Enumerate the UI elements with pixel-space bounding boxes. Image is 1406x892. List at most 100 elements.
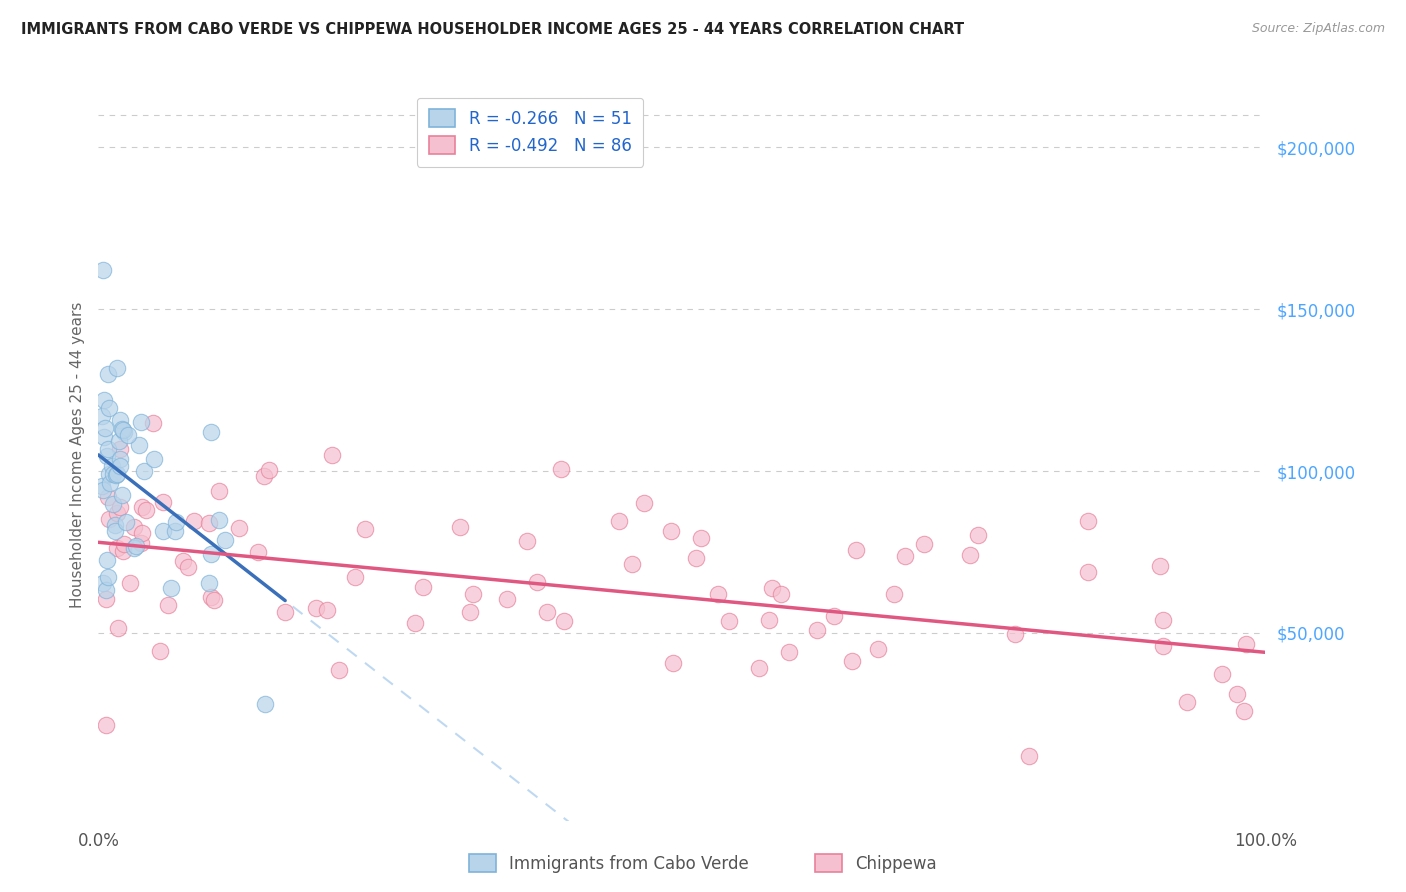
Point — [142, 416, 165, 430]
Point — [536, 605, 558, 619]
Point — [93, 430, 115, 444]
Point — [94, 592, 117, 607]
Point — [129, 416, 152, 430]
Point — [97, 367, 120, 381]
Point — [115, 516, 138, 530]
Point — [143, 452, 166, 467]
Point — [96, 449, 118, 463]
Point — [94, 421, 117, 435]
Point — [689, 531, 711, 545]
Point — [1152, 613, 1174, 627]
Point — [461, 587, 484, 601]
Text: Source: ZipAtlas.com: Source: ZipAtlas.com — [1251, 22, 1385, 36]
Point — [305, 600, 328, 615]
Point — [200, 425, 222, 439]
Point — [553, 615, 575, 629]
Point — [912, 537, 935, 551]
Point — [108, 442, 131, 456]
Point — [131, 500, 153, 514]
Point — [207, 513, 229, 527]
Point — [104, 524, 127, 538]
Point — [806, 623, 828, 637]
Point — [412, 580, 434, 594]
Point — [761, 581, 783, 595]
Point — [550, 462, 572, 476]
Point — [177, 560, 200, 574]
Point — [101, 497, 124, 511]
Point — [315, 603, 337, 617]
Point — [200, 547, 222, 561]
Y-axis label: Householder Income Ages 25 - 44 years: Householder Income Ages 25 - 44 years — [69, 301, 84, 608]
Point — [344, 570, 367, 584]
Point — [404, 615, 426, 630]
Point — [1077, 565, 1099, 579]
Point — [94, 718, 117, 732]
Point — [157, 598, 180, 612]
Point — [495, 591, 517, 606]
Point — [274, 605, 297, 619]
Point — [112, 423, 135, 437]
Point — [321, 448, 343, 462]
Point — [105, 541, 128, 556]
Point — [894, 549, 917, 563]
Point — [134, 464, 156, 478]
Point — [101, 467, 124, 482]
Point — [105, 506, 128, 520]
Point — [128, 438, 150, 452]
Point — [621, 557, 644, 571]
Point — [117, 428, 139, 442]
Point — [91, 483, 114, 498]
Point — [91, 479, 114, 493]
Point — [966, 527, 988, 541]
Point — [183, 514, 205, 528]
Point — [607, 514, 630, 528]
Point — [149, 644, 172, 658]
Point — [659, 524, 682, 539]
Point — [97, 442, 120, 456]
Point — [662, 657, 685, 671]
Point — [823, 608, 845, 623]
Point — [758, 613, 780, 627]
Point — [200, 590, 222, 604]
Point — [1077, 514, 1099, 528]
Point — [214, 533, 236, 547]
Point — [354, 523, 377, 537]
Point — [868, 641, 890, 656]
Point — [706, 587, 728, 601]
Point — [208, 484, 231, 499]
Point — [112, 544, 135, 558]
Point — [131, 526, 153, 541]
Point — [449, 520, 471, 534]
Point — [1226, 687, 1249, 701]
Legend: Immigrants from Cabo Verde, Chippewa: Immigrants from Cabo Verde, Chippewa — [463, 847, 943, 880]
Point — [1004, 627, 1026, 641]
Point — [959, 549, 981, 563]
Point — [718, 614, 741, 628]
Point — [110, 500, 132, 514]
Point — [197, 516, 219, 531]
Point — [98, 511, 121, 525]
Point — [228, 521, 250, 535]
Point — [91, 575, 114, 590]
Point — [98, 476, 121, 491]
Point — [1177, 695, 1199, 709]
Point — [198, 575, 221, 590]
Point — [202, 593, 225, 607]
Point — [516, 533, 538, 548]
Point — [458, 605, 481, 619]
Point — [125, 539, 148, 553]
Point — [778, 645, 800, 659]
Point — [112, 425, 135, 440]
Point — [633, 496, 655, 510]
Point — [107, 622, 129, 636]
Point — [111, 488, 134, 502]
Point — [97, 490, 120, 504]
Point — [94, 582, 117, 597]
Point — [129, 536, 152, 550]
Point — [93, 392, 115, 407]
Text: IMMIGRANTS FROM CABO VERDE VS CHIPPEWA HOUSEHOLDER INCOME AGES 25 - 44 YEARS COR: IMMIGRANTS FROM CABO VERDE VS CHIPPEWA H… — [21, 22, 965, 37]
Point — [97, 467, 120, 481]
Point — [748, 661, 770, 675]
Point — [135, 502, 157, 516]
Point — [122, 520, 145, 534]
